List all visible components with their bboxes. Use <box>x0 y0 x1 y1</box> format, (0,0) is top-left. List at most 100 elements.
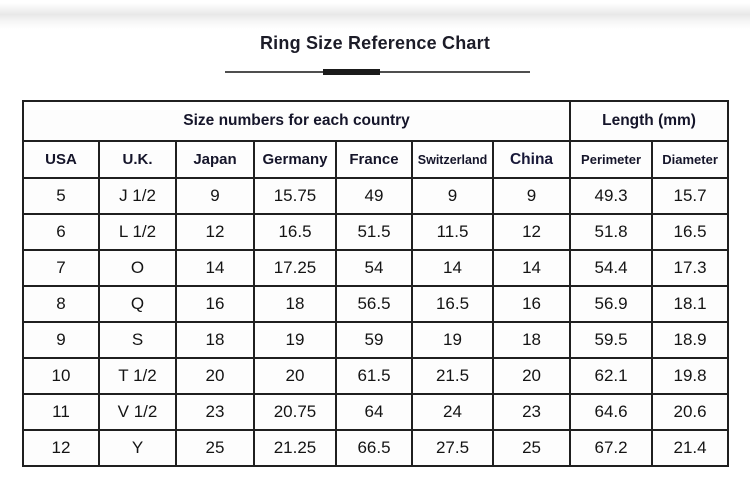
table-cell: L 1/2 <box>98 213 177 251</box>
table-cell: 16.5 <box>651 213 730 251</box>
table-cell: 7 <box>22 249 100 287</box>
table-cell: 24 <box>411 393 494 431</box>
table-cell: 16.5 <box>253 213 337 251</box>
table-cell: 64 <box>335 393 413 431</box>
table-cell: 17.25 <box>253 249 337 287</box>
col-header-diameter: Diameter <box>651 140 730 179</box>
table-cell: 20 <box>253 357 337 395</box>
table-cell: 62.1 <box>569 357 654 395</box>
table-cell: 67.2 <box>569 429 654 467</box>
col-header-usa: USA <box>22 140 100 179</box>
table-cell: 56.9 <box>569 285 654 323</box>
table-cell: 12 <box>491 213 572 251</box>
table-row: 9 S 18 19 59 19 18 59.5 18.9 <box>22 321 730 359</box>
table-row: 8 Q 16 18 56.5 16.5 16 56.9 18.1 <box>22 285 730 323</box>
table-cell: 20 <box>175 357 255 395</box>
table-cell: 49 <box>335 177 413 215</box>
table-cell: 11.5 <box>411 213 494 251</box>
table-cell: S <box>98 321 177 359</box>
table-cell: 18 <box>175 321 255 359</box>
table-row: 12 Y 25 21.25 66.5 27.5 25 67.2 21.4 <box>22 429 730 467</box>
table-cell: 27.5 <box>411 429 494 467</box>
table-cell: 19 <box>253 321 337 359</box>
table-cell: 17.3 <box>651 249 730 287</box>
table-cell: T 1/2 <box>98 357 177 395</box>
table-cell: 20.75 <box>253 393 337 431</box>
col-header-germany: Germany <box>253 140 337 179</box>
table-cell: 15.7 <box>651 177 730 215</box>
table-row: 11 V 1/2 23 20.75 64 24 23 64.6 20.6 <box>22 393 730 431</box>
top-scan-shading <box>0 3 750 29</box>
table-cell: O <box>98 249 177 287</box>
table-cell: Y <box>98 429 177 467</box>
table-cell: 12 <box>175 213 255 251</box>
table-cell: 8 <box>22 285 100 323</box>
table-cell: 23 <box>491 393 572 431</box>
table-cell: 14 <box>491 249 572 287</box>
table-cell: V 1/2 <box>98 393 177 431</box>
divider-accent-bar <box>323 69 380 75</box>
column-header-row: USA U.K. Japan Germany France Switzerlan… <box>22 140 730 179</box>
table-row: 7 O 14 17.25 54 14 14 54.4 17.3 <box>22 249 730 287</box>
table-cell: 5 <box>22 177 100 215</box>
table-cell: 11 <box>22 393 100 431</box>
table-cell: 19 <box>411 321 494 359</box>
table-row: 10 T 1/2 20 20 61.5 21.5 20 62.1 19.8 <box>22 357 730 395</box>
table-cell: 15.75 <box>253 177 337 215</box>
col-header-switzerland: Switzerland <box>411 140 494 179</box>
table-cell: 54 <box>335 249 413 287</box>
table-cell: 18 <box>253 285 337 323</box>
title-divider <box>225 69 530 75</box>
table-cell: 9 <box>411 177 494 215</box>
col-header-france: France <box>335 140 413 179</box>
col-header-perimeter: Perimeter <box>569 140 654 179</box>
table-cell: 25 <box>491 429 572 467</box>
table-header: Size numbers for each country Length (mm… <box>21 100 730 179</box>
page-title: Ring Size Reference Chart <box>259 33 491 53</box>
group-header-row: Size numbers for each country Length (mm… <box>21 100 730 142</box>
table-cell: 51.5 <box>335 213 413 251</box>
table-cell: 25 <box>175 429 255 467</box>
table-cell: 16 <box>175 285 255 323</box>
table-cell: 18.1 <box>651 285 730 323</box>
table-cell: 59 <box>335 321 413 359</box>
col-header-japan: Japan <box>175 140 255 179</box>
table-cell: 10 <box>22 357 100 395</box>
table-cell: 14 <box>411 249 494 287</box>
table-cell: 12 <box>22 429 100 467</box>
table-cell: 16 <box>491 285 572 323</box>
table-cell: J 1/2 <box>98 177 177 215</box>
group-header-countries: Size numbers for each country <box>21 100 572 142</box>
col-header-uk: U.K. <box>98 140 177 179</box>
table-cell: 59.5 <box>569 321 654 359</box>
table-cell: 18 <box>491 321 572 359</box>
table-cell: Q <box>98 285 177 323</box>
table-cell: 20 <box>491 357 572 395</box>
table-cell: 9 <box>491 177 572 215</box>
table-cell: 56.5 <box>335 285 413 323</box>
table-cell: 21.5 <box>411 357 494 395</box>
table-cell: 21.25 <box>253 429 337 467</box>
ring-size-table: Size numbers for each country Length (mm… <box>21 100 730 467</box>
table-cell: 64.6 <box>569 393 654 431</box>
table-cell: 9 <box>175 177 255 215</box>
table-cell: 54.4 <box>569 249 654 287</box>
table-cell: 61.5 <box>335 357 413 395</box>
table-cell: 19.8 <box>651 357 730 395</box>
table-cell: 9 <box>22 321 100 359</box>
table-cell: 18.9 <box>651 321 730 359</box>
table-cell: 49.3 <box>569 177 654 215</box>
col-header-china: China <box>491 140 572 179</box>
table-cell: 66.5 <box>335 429 413 467</box>
table-cell: 16.5 <box>411 285 494 323</box>
table-cell: 6 <box>22 213 100 251</box>
table-cell: 14 <box>175 249 255 287</box>
table-cell: 51.8 <box>569 213 654 251</box>
table-cell: 23 <box>175 393 255 431</box>
table-cell: 21.4 <box>651 429 730 467</box>
group-header-length: Length (mm) <box>569 100 730 142</box>
table-cell: 20.6 <box>651 393 730 431</box>
